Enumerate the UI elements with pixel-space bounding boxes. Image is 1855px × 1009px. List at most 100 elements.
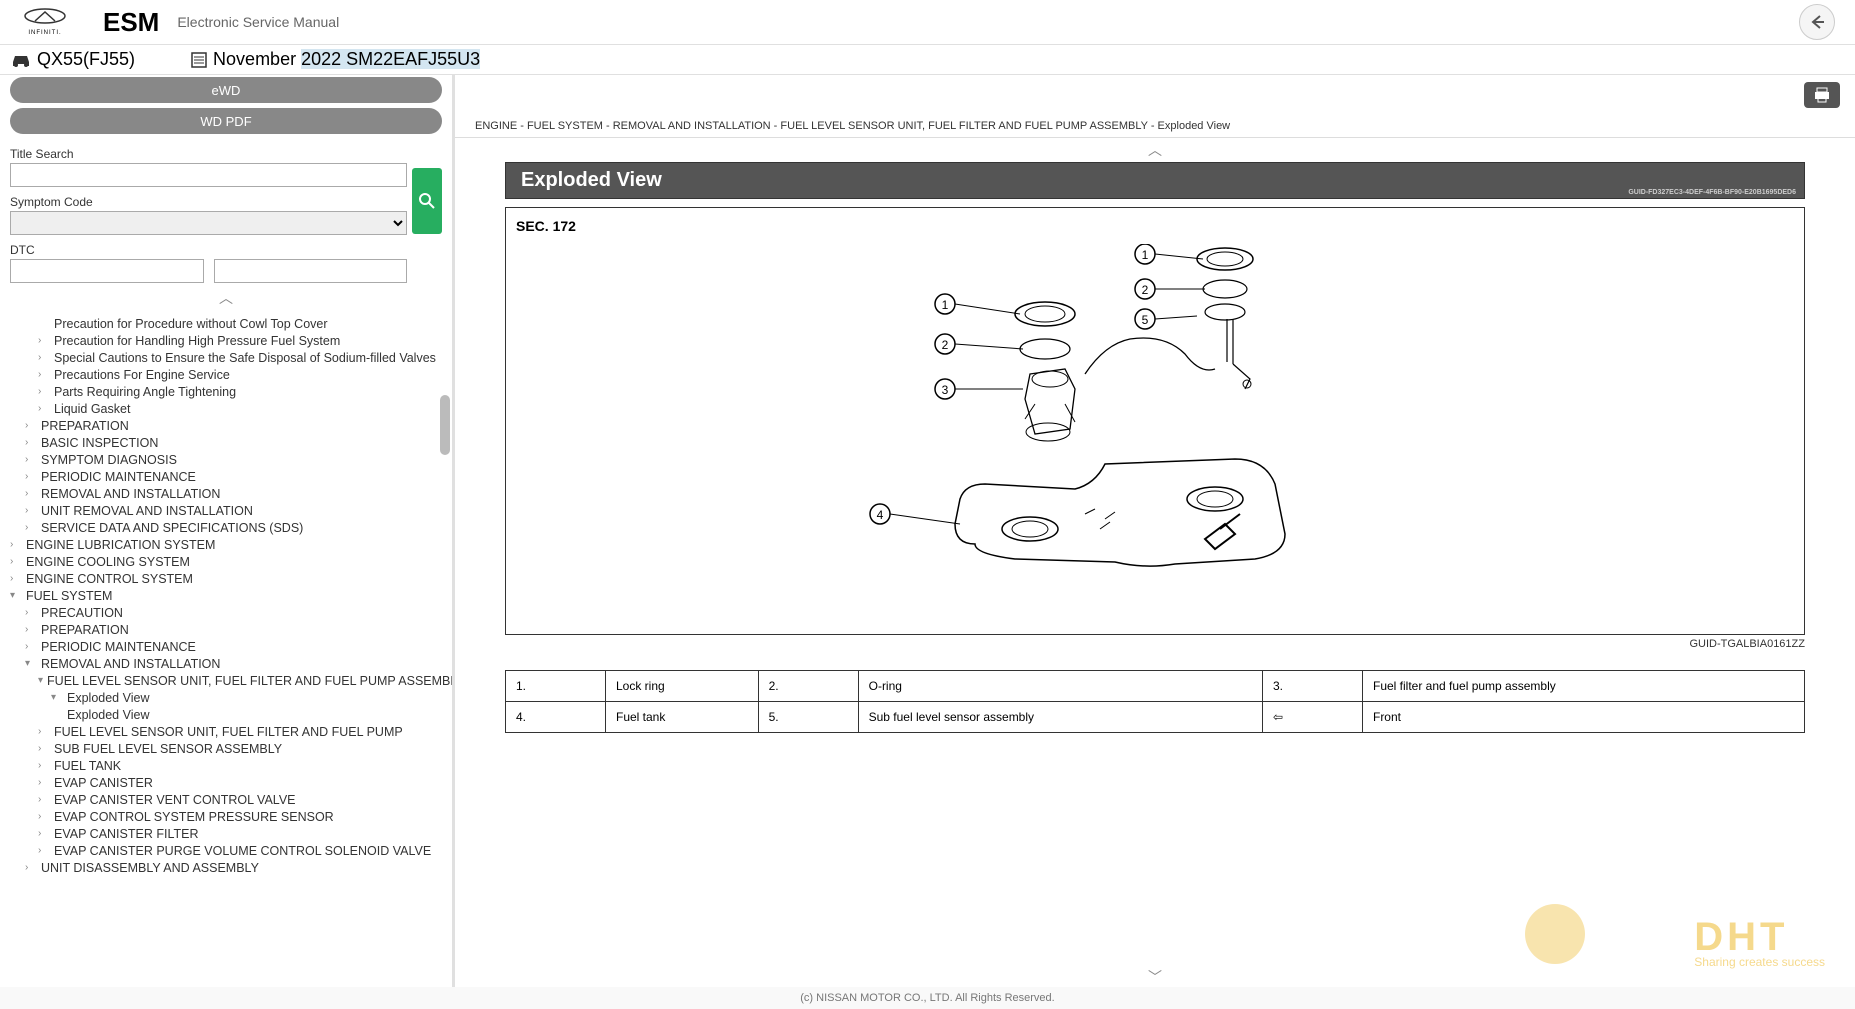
tree-item[interactable]: › PRECAUTION xyxy=(0,604,452,621)
tree-item[interactable]: ›EVAP CANISTER PURGE VOLUME CONTROL SOLE… xyxy=(0,842,452,859)
tree-item-label: ENGINE LUBRICATION SYSTEM xyxy=(26,538,215,552)
part-number-cell: 5. xyxy=(758,702,858,733)
tree-item-label: ENGINE CONTROL SYSTEM xyxy=(26,572,193,586)
tree-item[interactable]: › Precaution for Handling High Pressure F… xyxy=(0,332,452,349)
tree-item[interactable]: ›PERIODIC MAINTENANCE xyxy=(0,638,452,655)
tree-item-label: BASIC INSPECTION xyxy=(41,436,158,450)
chevron-icon: › xyxy=(25,641,37,652)
svg-text:1: 1 xyxy=(942,298,949,312)
tree-item-label: Special Cautions to Ensure the Safe Disp… xyxy=(54,351,436,365)
tree-item-label: FUEL TANK xyxy=(54,759,121,773)
part-label-cell: Lock ring xyxy=(606,671,759,702)
tree-item[interactable]: ▾ Exploded View xyxy=(0,689,452,706)
search-collapse-toggle[interactable]: ︿ xyxy=(10,288,442,308)
tree-scrollbar[interactable] xyxy=(440,395,450,455)
title-search-input[interactable] xyxy=(10,163,407,187)
tree-item-label: FUEL SYSTEM xyxy=(26,589,112,603)
tree-item[interactable]: ›Precautions For Engine Service xyxy=(0,366,452,383)
tree-item[interactable]: ›EVAP CONTROL SYSTEM PRESSURE SENSOR xyxy=(0,808,452,825)
tree-item[interactable]: ›EVAP CANISTER FILTER xyxy=(0,825,452,842)
tree-item[interactable]: ›UNIT REMOVAL AND INSTALLATION xyxy=(0,502,452,519)
tree-item[interactable]: ›PREPARATION xyxy=(0,621,452,638)
print-icon xyxy=(1813,87,1831,103)
chevron-icon: › xyxy=(25,505,37,516)
tree-item-label: Exploded View xyxy=(67,691,149,705)
dtc-input-1[interactable] xyxy=(10,259,204,283)
search-button[interactable] xyxy=(412,168,442,234)
back-button[interactable] xyxy=(1799,4,1835,40)
document-icon xyxy=(190,52,208,68)
tree-item-label: ENGINE COOLING SYSTEM xyxy=(26,555,190,569)
tree-item[interactable]: › ENGINE LUBRICATION SYSTEM xyxy=(0,536,452,553)
tree-item[interactable]: Exploded View xyxy=(0,706,452,723)
chevron-icon: › xyxy=(38,403,50,414)
tree-item[interactable]: ▾ FUEL SYSTEM xyxy=(0,587,452,604)
dtc-input-2[interactable] xyxy=(214,259,408,283)
tree-item-label: Precautions For Engine Service xyxy=(54,368,230,382)
wdpdf-button[interactable]: WD PDF xyxy=(10,108,442,134)
tree-item[interactable]: › BASIC INSPECTION xyxy=(0,434,452,451)
navigation-tree: Precaution for Procedure without Cowl To… xyxy=(0,310,452,989)
tree-item[interactable]: › EVAP CANISTER VENT CONTROL VALVE xyxy=(0,791,452,808)
tree-item-label: SUB FUEL LEVEL SENSOR ASSEMBLY xyxy=(54,742,282,756)
symptom-code-select[interactable] xyxy=(10,211,407,235)
tree-item[interactable]: ›ENGINE COOLING SYSTEM xyxy=(0,553,452,570)
chevron-icon: › xyxy=(10,539,22,550)
tree-item[interactable]: ›EVAP CANISTER xyxy=(0,774,452,791)
chevron-icon: › xyxy=(38,828,50,839)
esm-subtitle: Electronic Service Manual xyxy=(177,14,339,30)
tree-item[interactable]: ›SUB FUEL LEVEL SENSOR ASSEMBLY xyxy=(0,740,452,757)
chevron-icon: › xyxy=(38,726,50,737)
tree-item-label: Exploded View xyxy=(67,708,149,722)
tree-item[interactable]: ›UNIT DISASSEMBLY AND ASSEMBLY xyxy=(0,859,452,876)
chevron-icon: › xyxy=(25,607,37,618)
tree-item[interactable]: › FUEL TANK xyxy=(0,757,452,774)
diagram-box: SEC. 172 4 xyxy=(505,207,1805,635)
tree-item-label: EVAP CONTROL SYSTEM PRESSURE SENSOR xyxy=(54,810,334,824)
print-button[interactable] xyxy=(1804,82,1840,108)
tree-item[interactable]: Precaution for Procedure without Cowl To… xyxy=(0,315,452,332)
tree-item[interactable]: ›Special Cautions to Ensure the Safe Dis… xyxy=(0,349,452,366)
svg-text:2: 2 xyxy=(942,338,949,352)
tree-item-label: EVAP CANISTER PURGE VOLUME CONTROL SOLEN… xyxy=(54,844,431,858)
tree-item[interactable]: ›Liquid Gasket xyxy=(0,400,452,417)
tree-item[interactable]: ›SERVICE DATA AND SPECIFICATIONS (SDS) xyxy=(0,519,452,536)
footer-copyright: (c) NISSAN MOTOR CO., LTD. All Rights Re… xyxy=(0,987,1855,1009)
scroll-up-hint[interactable]: ︿ xyxy=(455,140,1855,160)
tree-item[interactable]: ›SYMPTOM DIAGNOSIS xyxy=(0,451,452,468)
tree-item[interactable]: ›ENGINE CONTROL SYSTEM xyxy=(0,570,452,587)
chevron-icon: › xyxy=(25,437,37,448)
chevron-icon: ▾ xyxy=(10,590,22,601)
tree-item-label: PREPARATION xyxy=(41,623,129,637)
tree-item[interactable]: ›PREPARATION xyxy=(0,417,452,434)
dtc-label: DTC xyxy=(10,243,407,257)
chevron-icon: › xyxy=(38,760,50,771)
tree-item[interactable]: ▾REMOVAL AND INSTALLATION xyxy=(0,655,452,672)
tree-item-label: Precaution for Procedure without Cowl To… xyxy=(54,317,328,331)
chevron-icon: ▾ xyxy=(51,692,63,703)
chevron-icon: › xyxy=(25,471,37,482)
svg-text:4: 4 xyxy=(877,508,884,522)
tree-item-label: PRECAUTION xyxy=(41,606,123,620)
tree-item[interactable]: ›REMOVAL AND INSTALLATION xyxy=(0,485,452,502)
tree-item[interactable]: ›FUEL LEVEL SENSOR UNIT, FUEL FILTER AND… xyxy=(0,723,452,740)
content-title: Exploded View xyxy=(521,169,662,191)
ewd-button[interactable]: eWD xyxy=(10,77,442,103)
tree-item[interactable]: ›Parts Requiring Angle Tightening xyxy=(0,383,452,400)
tree-item[interactable]: ›PERIODIC MAINTENANCE xyxy=(0,468,452,485)
exploded-view-diagram: 4 1 xyxy=(845,244,1465,624)
title-search-label: Title Search xyxy=(10,147,407,161)
model-month-label: November xyxy=(213,49,301,69)
tree-item[interactable]: ▾FUEL LEVEL SENSOR UNIT, FUEL FILTER AND… xyxy=(0,672,452,689)
chevron-icon: › xyxy=(38,777,50,788)
scroll-down-hint[interactable]: ﹀ xyxy=(455,967,1855,987)
tree-item-label: EVAP CANISTER VENT CONTROL VALVE xyxy=(54,793,296,807)
chevron-icon: › xyxy=(25,862,37,873)
chevron-icon: › xyxy=(38,335,50,346)
tree-item-label: Precaution for Handling High Pressure Fu… xyxy=(54,334,340,348)
model-id: QX55(FJ55) xyxy=(10,49,135,70)
chevron-icon: › xyxy=(38,794,50,805)
part-label-cell: Fuel tank xyxy=(606,702,759,733)
chevron-icon: ▾ xyxy=(25,658,37,669)
model-date: November 2022 SM22EAFJ55U3 xyxy=(190,49,480,70)
